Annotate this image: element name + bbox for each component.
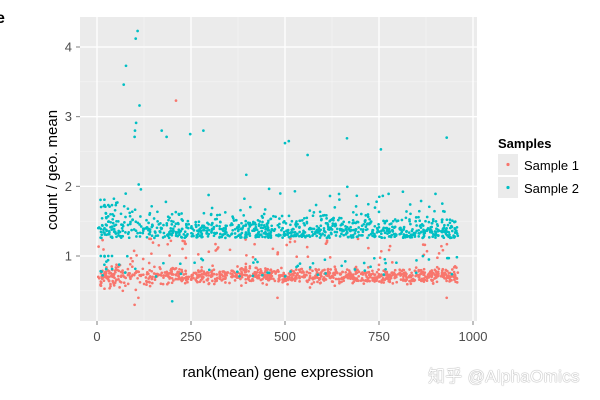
svg-text:1: 1 [65,249,72,264]
watermark: 知乎 @AlphaOmics [428,367,580,386]
svg-text:4: 4 [65,40,72,55]
legend-dot-icon [506,185,510,190]
y-axis-title: count / geo. mean [44,110,61,230]
data-points [96,29,460,307]
legend-dot-icon [506,162,510,167]
svg-text:500: 500 [274,329,296,344]
legend: Samples Sample 1 Sample 2 [498,136,579,198]
legend-title: Samples [498,136,551,151]
svg-text:250: 250 [180,329,202,344]
clipped-text-fragment: e [0,10,5,27]
svg-text:2: 2 [65,179,72,194]
svg-text:0: 0 [93,329,100,344]
legend-label-sample-1: Sample 1 [524,158,579,173]
svg-text:1000: 1000 [459,329,488,344]
svg-text:750: 750 [368,329,390,344]
legend-label-sample-2: Sample 2 [524,181,579,196]
major-gridlines [80,17,477,321]
y-axis-ticks: 1 2 3 4 [65,40,80,264]
x-axis-title: rank(mean) gene expression [183,364,374,381]
x-axis-ticks: 0 250 500 750 1000 [93,321,487,344]
svg-text:3: 3 [65,109,72,124]
